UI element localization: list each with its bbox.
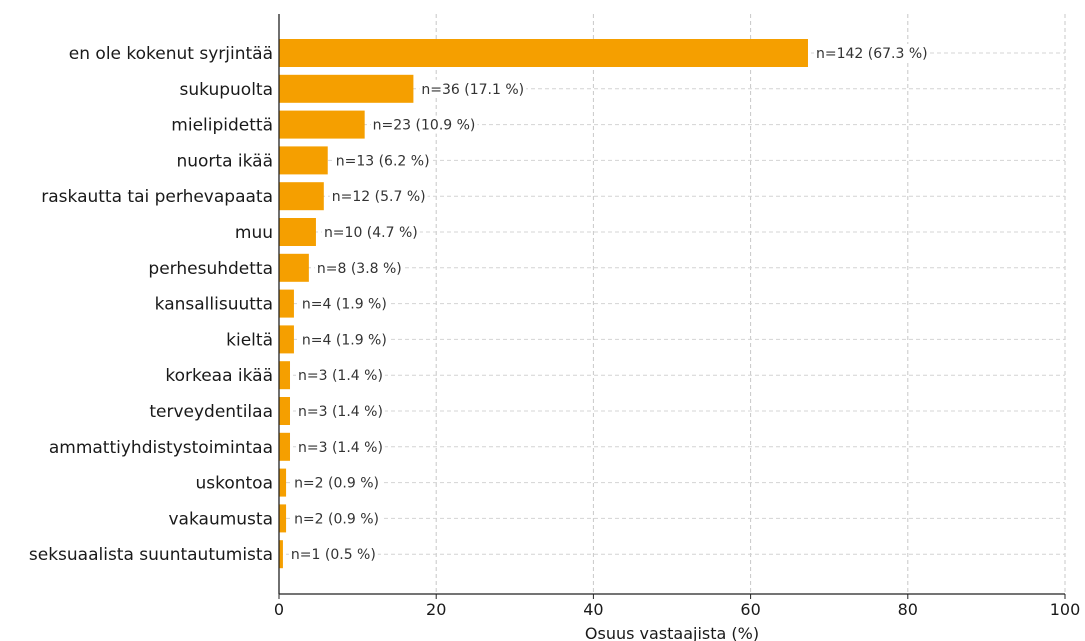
x-tick-label: 0 <box>274 600 284 619</box>
x-tick-label: 100 <box>1050 600 1081 619</box>
bar <box>279 361 291 390</box>
bars <box>279 39 808 569</box>
category-labels: en ole kokenut syrjintää sukupuolta mielip… <box>29 44 273 565</box>
bar <box>279 540 283 569</box>
data-label-background <box>288 545 378 564</box>
data-label: n=2 (0.9 %) <box>294 476 379 492</box>
data-label: n=4 (1.9 %) <box>302 332 387 348</box>
x-tick-label: 40 <box>583 600 603 619</box>
x-tick-label: 60 <box>740 600 760 619</box>
data-label-background <box>299 330 389 349</box>
data-label-background <box>292 473 381 492</box>
data-label: n=2 (0.9 %) <box>294 511 379 527</box>
data-label: n=3 (1.4 %) <box>298 440 383 456</box>
data-label: n=23 (10.9 %) <box>373 118 476 134</box>
axes <box>278 14 1065 595</box>
bar <box>279 218 316 246</box>
category-label: seksuaalista suuntautumista <box>29 545 273 565</box>
data-label-background <box>299 294 389 313</box>
x-tick-label: 80 <box>898 600 918 619</box>
bar <box>279 289 294 318</box>
bar <box>279 39 808 67</box>
bar <box>279 74 414 103</box>
bar <box>279 110 365 139</box>
data-label: n=4 (1.9 %) <box>302 297 387 313</box>
x-axis-title: Osuus vastaajista (%) <box>585 624 759 641</box>
category-label: terveydentilaa <box>149 402 273 422</box>
bar <box>279 432 291 461</box>
data-label-background <box>296 366 385 385</box>
bar <box>279 504 287 533</box>
bar <box>279 468 287 497</box>
data-label-background <box>296 437 385 456</box>
data-label: n=1 (0.5 %) <box>291 547 376 563</box>
category-label: en ole kokenut syrjintää <box>69 44 273 64</box>
data-label-background <box>321 223 420 241</box>
grid-lines <box>279 14 1066 594</box>
x-ticks: 0 20 40 60 80 100 <box>274 594 1080 619</box>
data-label: n=12 (5.7 %) <box>332 189 426 205</box>
category-label: kansallisuutta <box>155 295 273 315</box>
data-label-background <box>813 44 930 62</box>
x-tick-label: 20 <box>426 600 446 619</box>
data-label: n=13 (6.2 %) <box>336 153 430 169</box>
bar <box>279 325 294 354</box>
data-label-background <box>419 79 527 98</box>
category-label: sukupuolta <box>180 80 274 100</box>
data-label: n=3 (1.4 %) <box>298 404 383 420</box>
category-label: raskautta tai perhevapaata <box>41 187 273 207</box>
data-label-background <box>292 509 381 528</box>
data-labels: n=142 (67.3 %) n=36 (17.1 %) n=23 (10.9 %)… <box>288 44 930 564</box>
category-label: vakaumusta <box>169 509 274 529</box>
category-label: korkeaa ikää <box>165 366 273 386</box>
category-label: nuorta ikää <box>176 151 273 171</box>
data-label: n=3 (1.4 %) <box>298 368 383 384</box>
category-label: mielipidettä <box>171 116 273 136</box>
data-label: n=10 (4.7 %) <box>324 225 418 241</box>
data-label-background <box>314 258 404 277</box>
bar <box>279 397 291 425</box>
data-label-background <box>333 151 432 170</box>
bar <box>279 182 324 211</box>
data-label-background <box>296 402 385 420</box>
category-label: ammattiyhdistystoimintaa <box>49 438 273 458</box>
category-label: kieltä <box>226 330 273 350</box>
category-label: uskontoa <box>195 474 273 494</box>
category-label: perhesuhdetta <box>148 259 273 279</box>
data-label: n=142 (67.3 %) <box>816 46 928 62</box>
category-label: muu <box>235 223 273 243</box>
data-label: n=8 (3.8 %) <box>317 261 402 277</box>
data-label-background <box>329 187 428 206</box>
data-label: n=36 (17.1 %) <box>421 82 524 98</box>
bar <box>279 146 328 175</box>
bar <box>279 253 309 282</box>
data-label-background <box>370 115 478 134</box>
